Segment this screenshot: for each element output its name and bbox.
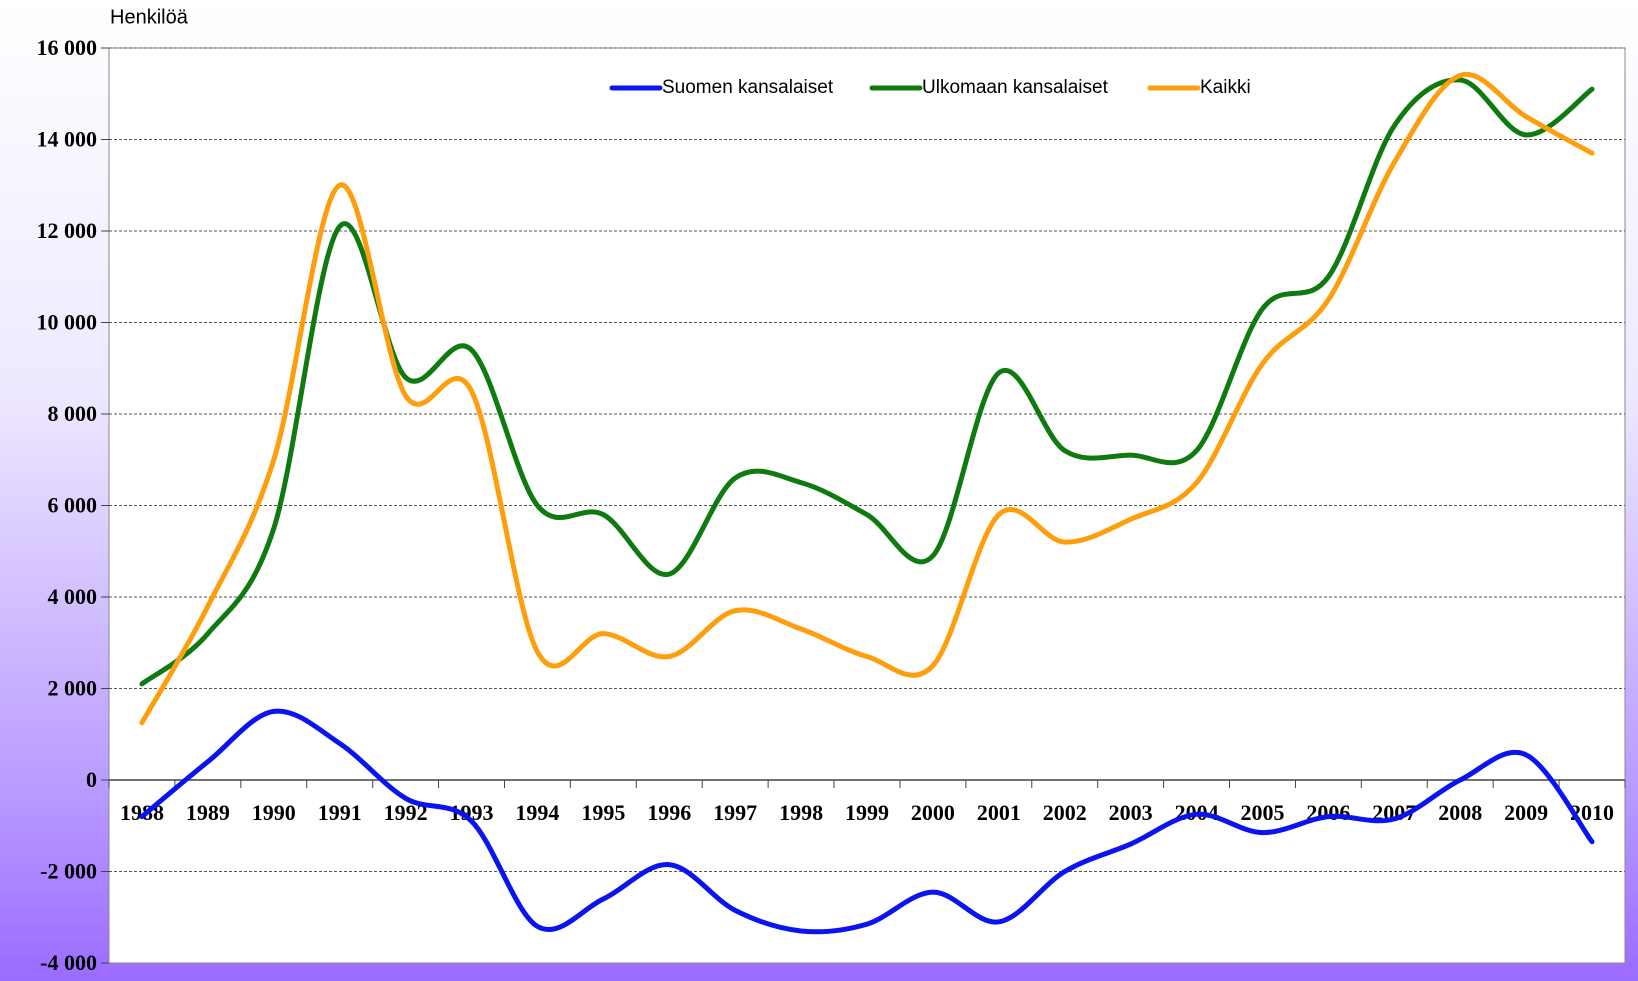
y-tick-label: -4 000	[40, 950, 97, 975]
x-tick-label: 2008	[1438, 800, 1482, 825]
x-tick-label: 2001	[977, 800, 1021, 825]
series-line	[139, 71, 1595, 726]
x-tick-label: 1998	[779, 800, 823, 825]
x-tick-label: 1994	[515, 800, 559, 825]
y-tick-label: -2 000	[40, 859, 97, 884]
x-tick-label: 2003	[1109, 800, 1153, 825]
x-tick-label: 2002	[1043, 800, 1087, 825]
legend-label: Kaikki	[1200, 77, 1251, 98]
y-tick-label: 0	[86, 767, 97, 792]
y-tick-label: 16 000	[37, 35, 98, 60]
x-tick-label: 1996	[647, 800, 691, 825]
y-tick-label: 6 000	[48, 493, 98, 518]
x-tick-label: 1995	[581, 800, 625, 825]
x-tick-label: 1997	[713, 800, 757, 825]
series-line	[139, 77, 1595, 687]
y-tick-label: 2 000	[48, 676, 98, 701]
x-tick-label: 1990	[252, 800, 296, 825]
x-tick-label: 1991	[318, 800, 362, 825]
x-tick-label: 2005	[1240, 800, 1284, 825]
x-tick-label: 1989	[186, 800, 230, 825]
series-line	[139, 708, 1595, 935]
y-tick-label: 10 000	[37, 310, 98, 335]
x-tick-label: 1999	[845, 800, 889, 825]
y-tick-label: 14 000	[37, 127, 98, 152]
x-tick-label: 2000	[911, 800, 955, 825]
y-tick-label: 4 000	[48, 584, 98, 609]
y-axis-label: Henkilöä	[110, 6, 189, 28]
x-tick-label: 2009	[1504, 800, 1548, 825]
y-tick-label: 12 000	[37, 218, 98, 243]
y-tick-label: 8 000	[48, 401, 98, 426]
legend-label: Suomen kansalaiset	[662, 77, 834, 98]
legend-label: Ulkomaan kansalaiset	[922, 77, 1109, 98]
